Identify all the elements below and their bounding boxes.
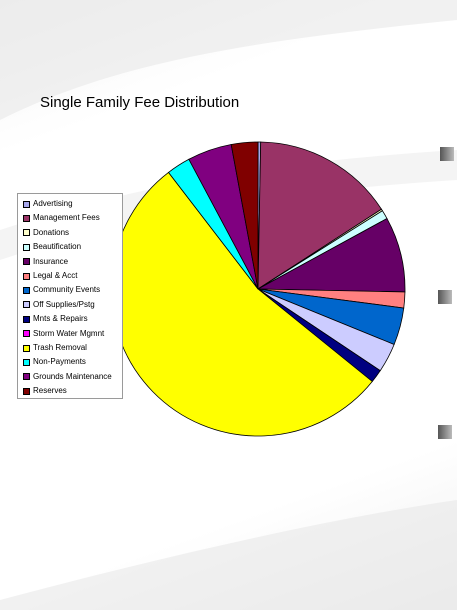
legend-item-management-fees: Management Fees <box>23 212 100 224</box>
legend-label: Non-Payments <box>33 357 86 367</box>
legend-label: Beautification <box>33 242 82 252</box>
legend-item-storm-water-mgmnt: Storm Water Mgmnt <box>23 328 104 340</box>
legend-label: Insurance <box>33 256 69 266</box>
legend-label: Community Events <box>33 285 101 295</box>
legend-swatch <box>23 229 30 237</box>
legend-label: Off Supplies/Pstg <box>33 299 95 309</box>
chart-legend: Advertising Management Fees Donations Beaut… <box>17 193 123 399</box>
legend-item-mnts-repairs: Mnts & Repairs <box>23 313 88 325</box>
legend-swatch <box>23 330 30 338</box>
legend-swatch <box>23 387 30 395</box>
legend-item-trash-removal: Trash Removal <box>23 342 87 354</box>
background-swoosh-top <box>0 0 457 120</box>
legend-swatch <box>23 214 30 222</box>
legend-label: Management Fees <box>33 213 100 223</box>
legend-swatch <box>23 258 30 266</box>
legend-item-advertising: Advertising <box>23 198 73 210</box>
legend-item-non-payments: Non-Payments <box>23 356 86 368</box>
legend-item-community-events: Community Events <box>23 284 100 296</box>
legend-swatch <box>23 315 30 323</box>
legend-label: Legal & Acct <box>33 271 78 280</box>
legend-swatch <box>23 358 30 366</box>
side-tab-marker <box>438 290 452 304</box>
side-tab-marker <box>438 425 452 439</box>
pie-slice-management-fees <box>257 141 383 290</box>
chart-title: Single Family Fee Distribution <box>40 94 240 111</box>
legend-item-reserves: Reserves <box>23 385 67 397</box>
legend-swatch <box>23 272 30 280</box>
pie-slice-trash-removal <box>110 171 373 437</box>
legend-item-grounds-maintenance: Grounds Maintenance <box>23 371 112 383</box>
legend-item-beautification: Beautification <box>23 241 81 253</box>
legend-label: Advertising <box>33 199 73 208</box>
legend-swatch <box>23 286 30 294</box>
legend-swatch <box>23 344 30 352</box>
legend-label: Trash Removal <box>33 343 87 352</box>
legend-label: Grounds Maintenance <box>33 371 112 381</box>
background-swoosh-bottom <box>0 500 457 610</box>
legend-item-legal-acct: Legal & Acct <box>23 270 77 282</box>
legend-label: Storm Water Mgmnt <box>33 328 105 338</box>
legend-swatch <box>23 200 30 208</box>
legend-swatch <box>23 373 30 381</box>
legend-item-off-supplies-pstg: Off Supplies/Pstg <box>23 299 95 311</box>
legend-label: Donations <box>33 227 70 237</box>
legend-swatch <box>23 301 30 309</box>
legend-label: Reserves <box>33 386 67 396</box>
legend-item-insurance: Insurance <box>23 256 68 268</box>
side-tab-marker <box>440 147 454 161</box>
legend-swatch <box>23 243 30 251</box>
pie-slice-reserves <box>230 141 259 290</box>
legend-label: Mnts & Repairs <box>33 314 88 324</box>
legend-item-donations: Donations <box>23 227 69 239</box>
